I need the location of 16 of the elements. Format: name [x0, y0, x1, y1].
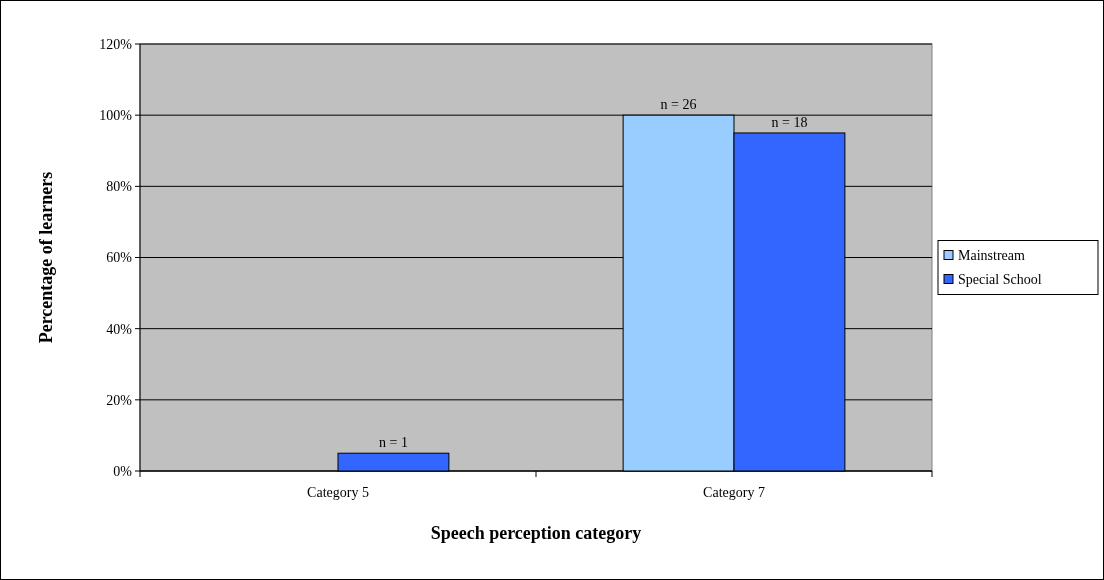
y-tick-label: 120% — [99, 36, 133, 52]
annotation: n = 1 — [378, 435, 408, 451]
x-tick-label: Category 7 — [703, 485, 765, 500]
annotation: n = 18 — [771, 114, 808, 130]
x-tick-label: Category 5 — [307, 485, 369, 500]
y-tick-label: 0% — [113, 463, 133, 479]
y-tick-label: 60% — [106, 250, 133, 266]
y-axis-title: Percentage of learners — [36, 171, 56, 344]
legend-label: Special School — [958, 272, 1042, 288]
y-tick-label: 100% — [99, 108, 133, 124]
y-tick-label: 80% — [106, 179, 133, 195]
x-axis-title: Speech perception category — [430, 523, 642, 543]
legend-label: Mainstream — [958, 248, 1025, 264]
y-tick-label: 40% — [106, 321, 133, 337]
y-tick-label: 20% — [106, 392, 133, 408]
annotation: n = 26 — [660, 97, 697, 113]
